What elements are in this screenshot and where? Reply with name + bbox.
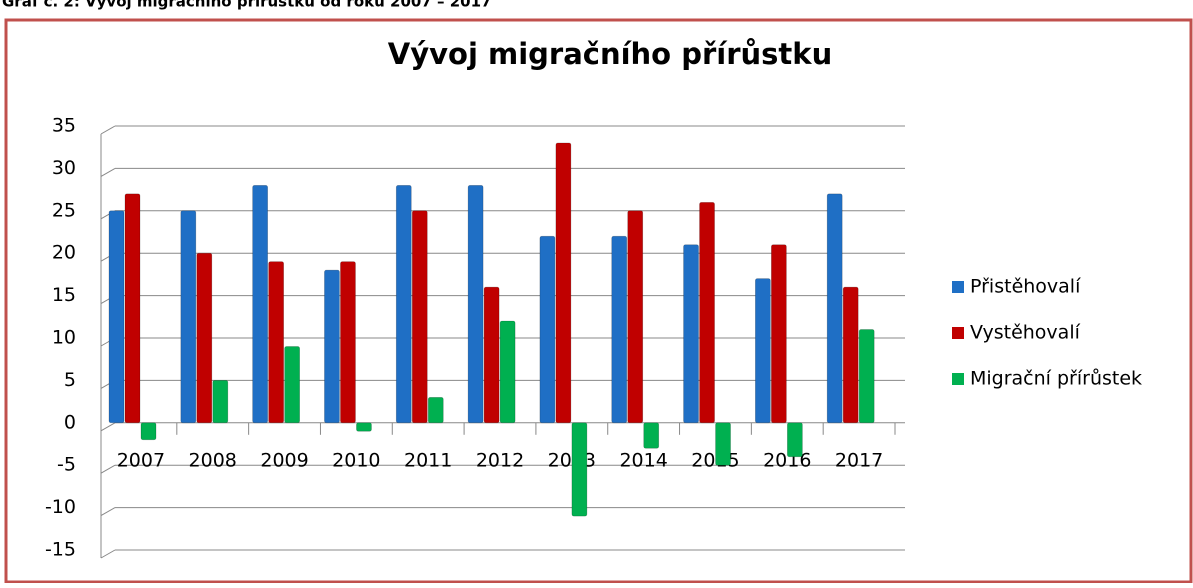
chart-title: Vývoj migračního přírůstku <box>388 37 832 71</box>
grid-line <box>100 507 116 517</box>
grid-line <box>100 549 116 559</box>
bar <box>787 422 803 458</box>
x-tick-label: 2007 <box>117 449 165 471</box>
bar <box>842 286 859 424</box>
bar <box>196 252 213 424</box>
bar <box>771 244 787 424</box>
grid-line <box>100 125 116 135</box>
x-tick-label: 2010 <box>332 449 380 471</box>
x-tick-label: 2009 <box>260 449 308 471</box>
x-tick-label: 2011 <box>404 449 452 471</box>
bar <box>268 261 284 424</box>
y-tick-label: 0 <box>64 411 76 433</box>
bar <box>826 193 843 424</box>
bar <box>539 235 556 424</box>
bar <box>683 244 699 424</box>
bar <box>395 185 412 424</box>
y-tick-label: 10 <box>52 327 76 349</box>
bar <box>212 380 229 424</box>
y-tick-label: 15 <box>52 284 76 306</box>
legend-swatch <box>952 373 964 385</box>
bar <box>858 329 875 424</box>
x-tick-label: 2017 <box>835 449 883 471</box>
legend-label: Migrační přírůstek <box>970 368 1142 390</box>
grid-line <box>100 464 116 474</box>
bar <box>755 278 771 424</box>
bar <box>411 210 428 424</box>
bar <box>140 422 157 441</box>
bar <box>467 185 484 424</box>
grid-line <box>100 422 116 432</box>
bar <box>555 142 572 424</box>
x-tick-label: 2012 <box>476 449 524 471</box>
bar <box>180 210 197 424</box>
y-tick-label: 35 <box>52 115 76 137</box>
legend-label: Přistěhovalí <box>970 276 1081 298</box>
y-tick-label: 20 <box>52 242 76 264</box>
y-tick-label: 5 <box>64 369 76 391</box>
x-tick-label: 2008 <box>189 449 237 471</box>
y-tick-label: -10 <box>45 496 76 518</box>
bar <box>427 397 444 424</box>
x-tick-label: 2014 <box>619 449 667 471</box>
bar <box>124 193 141 424</box>
caption: Graf č. 2: Vývoj migračního přírůstku od… <box>2 0 491 11</box>
bar <box>643 422 660 449</box>
bar <box>284 346 300 424</box>
legend-swatch <box>952 327 964 339</box>
bar <box>108 210 125 424</box>
bar <box>715 422 731 466</box>
bar <box>483 286 500 424</box>
legend-swatch <box>952 281 964 293</box>
legend-label: Vystěhovalí <box>970 322 1081 344</box>
y-tick-label: 30 <box>52 157 76 179</box>
bar <box>699 201 715 424</box>
y-tick-label: -5 <box>57 454 76 476</box>
y-tick-label: 25 <box>52 199 76 221</box>
bar <box>356 422 372 432</box>
y-tick-label: -15 <box>45 539 76 561</box>
grid-line <box>100 167 116 177</box>
bar <box>571 422 588 517</box>
bar <box>627 210 644 424</box>
bar <box>340 261 356 424</box>
bar <box>611 235 628 424</box>
bar <box>499 320 516 424</box>
bar <box>252 185 268 424</box>
bar <box>324 269 340 424</box>
